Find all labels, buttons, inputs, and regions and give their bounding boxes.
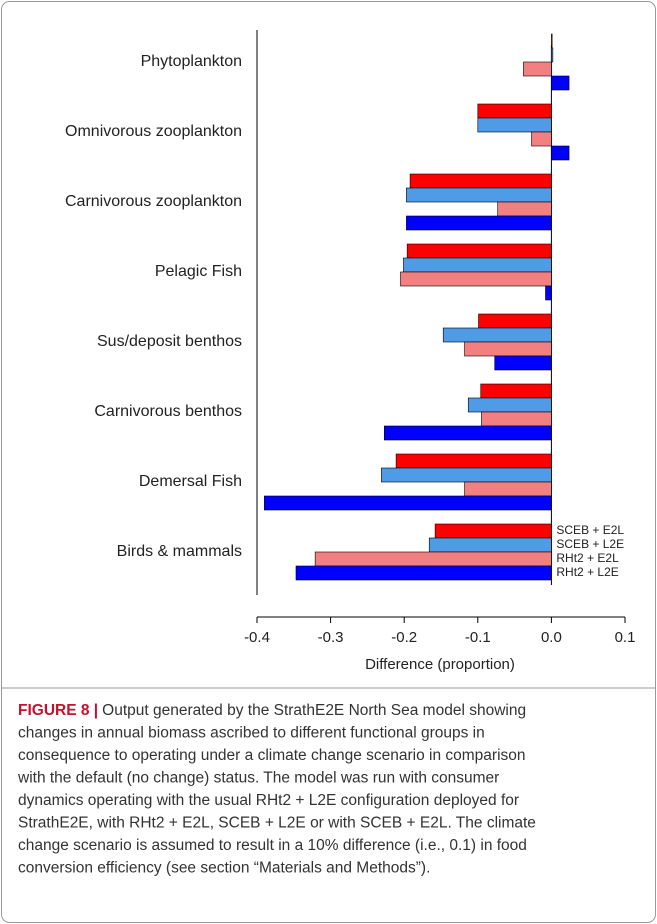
bar bbox=[464, 341, 552, 357]
category-label: Sus/deposit benthos bbox=[97, 333, 242, 350]
bar bbox=[551, 33, 553, 49]
legend-label: RHt2 + E2L bbox=[556, 551, 619, 565]
bar bbox=[406, 215, 552, 231]
caption-text: StrathE2E, with RHt2 + E2L, SCEB + L2E o… bbox=[18, 815, 536, 832]
caption-text: dynamics operating with the usual RHt2 +… bbox=[18, 792, 519, 809]
x-axis-title: Difference (proportion) bbox=[365, 656, 515, 673]
caption-text: change scenario is assumed to result in … bbox=[18, 837, 527, 854]
legend-label: SCEB + L2E bbox=[556, 537, 624, 551]
bar bbox=[384, 425, 552, 441]
bar bbox=[551, 47, 554, 63]
category-label: Phytoplankton bbox=[141, 53, 242, 70]
bar bbox=[545, 285, 552, 301]
bar bbox=[395, 453, 552, 469]
x-tick-label: -0.4 bbox=[244, 629, 270, 646]
category-label: Demersal Fish bbox=[139, 473, 242, 490]
bar bbox=[497, 201, 552, 217]
bar bbox=[403, 257, 552, 273]
category-label: Pelagic Fish bbox=[155, 263, 242, 280]
x-tick-label: -0.2 bbox=[391, 629, 417, 646]
bar bbox=[478, 313, 552, 329]
caption-text: with the default (no change) status. The… bbox=[17, 770, 499, 787]
legend-label: RHt2 + L2E bbox=[556, 565, 618, 579]
bar bbox=[464, 481, 552, 497]
bar bbox=[314, 551, 552, 567]
bar bbox=[406, 187, 552, 203]
bar bbox=[480, 383, 552, 399]
bar bbox=[434, 523, 552, 539]
caption-text: Output generated by the StrathE2E North … bbox=[102, 702, 526, 719]
bar bbox=[481, 411, 552, 427]
bar bbox=[381, 467, 552, 483]
caption-line: FIGURE 8 | Output generated by the Strath… bbox=[18, 702, 526, 719]
bar bbox=[551, 75, 570, 91]
x-tick-label: 0.1 bbox=[615, 629, 636, 646]
bar bbox=[264, 495, 552, 511]
bar bbox=[442, 327, 552, 343]
x-tick-label: 0.0 bbox=[541, 629, 562, 646]
category-label: Omnivorous zooplankton bbox=[65, 123, 242, 140]
bar bbox=[400, 271, 552, 287]
caption-label: FIGURE 8 | bbox=[18, 702, 98, 719]
category-label: Carnivorous zooplankton bbox=[65, 193, 242, 210]
bar bbox=[295, 565, 552, 581]
category-label: Carnivorous benthos bbox=[94, 403, 242, 420]
bar bbox=[477, 103, 552, 119]
bar bbox=[409, 173, 552, 189]
category-label: Birds & mammals bbox=[117, 543, 242, 560]
caption-text: conversion efficiency (see section “Mate… bbox=[18, 860, 430, 877]
caption-text: changes in annual biomass ascribed to di… bbox=[18, 725, 485, 742]
caption-text: consequence to operating under a climate… bbox=[18, 747, 526, 764]
legend-label: SCEB + E2L bbox=[556, 523, 624, 537]
x-tick-label: -0.3 bbox=[318, 629, 344, 646]
bar bbox=[477, 117, 552, 133]
bar bbox=[551, 145, 570, 161]
bar bbox=[467, 397, 552, 413]
bar bbox=[494, 355, 552, 371]
bar bbox=[531, 131, 552, 147]
bar bbox=[406, 243, 552, 259]
x-tick-label: -0.1 bbox=[465, 629, 491, 646]
bar bbox=[428, 537, 552, 553]
bar bbox=[523, 61, 552, 77]
